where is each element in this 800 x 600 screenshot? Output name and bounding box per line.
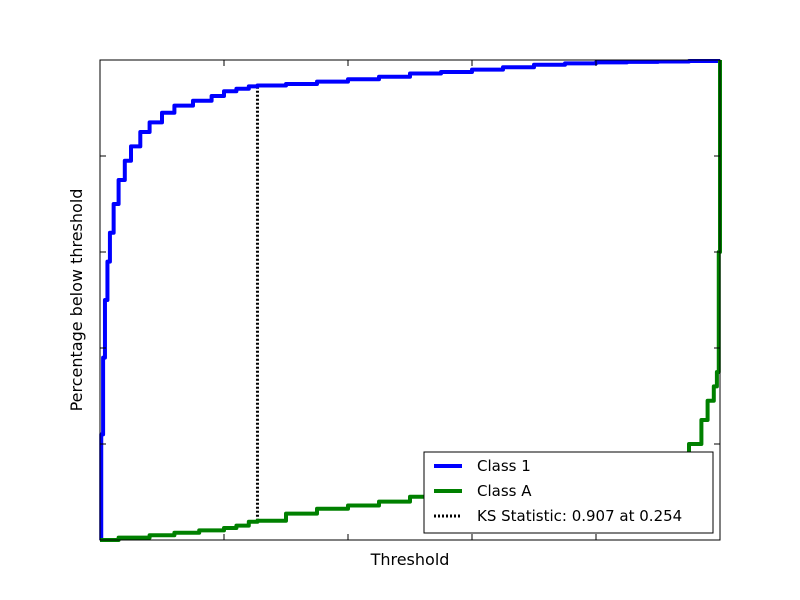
legend-label-class-a: Class A xyxy=(477,482,532,500)
axes-frame xyxy=(99,59,721,541)
x-axis-label: Threshold xyxy=(370,550,450,569)
y-axis-label: Percentage below threshold xyxy=(67,189,86,412)
ticks-layer xyxy=(100,60,720,540)
legend-box xyxy=(423,451,714,534)
legend-label-class-1: Class 1 xyxy=(477,457,531,475)
legend: Class 1 Class A KS Statistic: 0.907 at 0… xyxy=(423,451,714,534)
series-line-class-1 xyxy=(99,58,722,542)
legend-label-ks-statistic: KS Statistic: 0.907 at 0.254 xyxy=(477,507,682,525)
